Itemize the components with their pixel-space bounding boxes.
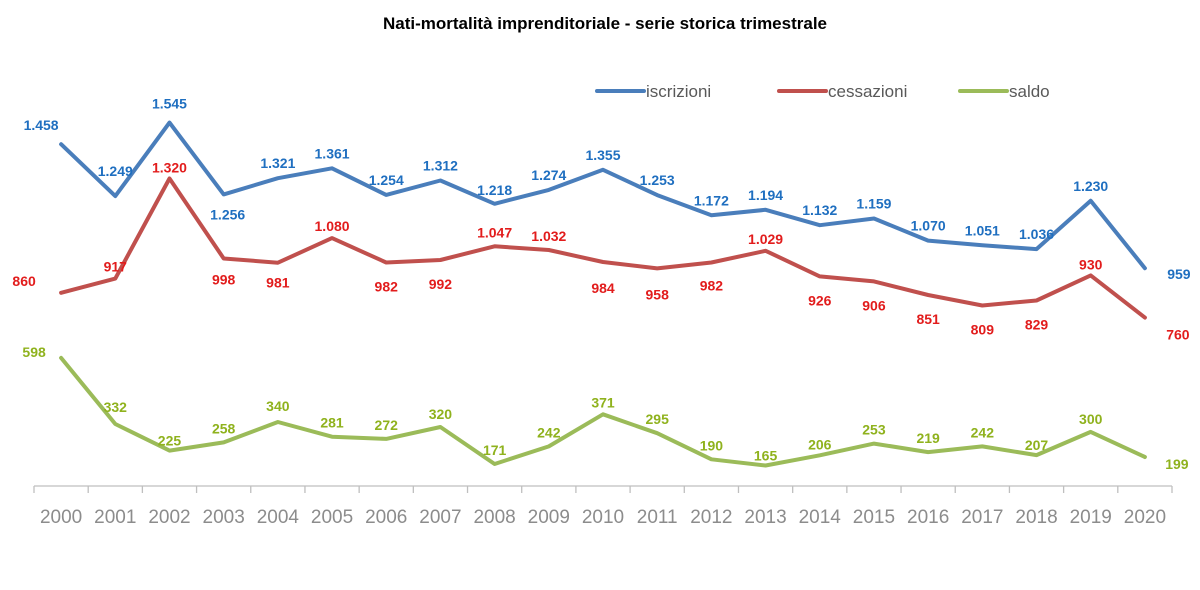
data-label-iscrizioni-2014: 1.132 xyxy=(802,202,837,218)
data-label-iscrizioni-2011: 1.253 xyxy=(640,172,675,188)
x-tick-label-2006: 2006 xyxy=(365,507,407,528)
data-label-iscrizioni-2010: 1.355 xyxy=(585,147,620,163)
data-label-saldo-2016: 219 xyxy=(916,430,940,446)
x-tick-label-2003: 2003 xyxy=(203,507,245,528)
data-label-iscrizioni-2005: 1.361 xyxy=(315,145,350,161)
data-label-saldo-2001: 332 xyxy=(104,399,128,415)
data-label-cessazioni-2008: 1.047 xyxy=(477,224,512,240)
x-tick-label-2004: 2004 xyxy=(257,507,300,528)
data-label-cessazioni-2019: 930 xyxy=(1079,256,1103,272)
data-label-cessazioni-2017: 809 xyxy=(971,321,995,337)
data-label-cessazioni-2013: 1.029 xyxy=(748,231,783,247)
data-label-iscrizioni-2007: 1.312 xyxy=(423,157,458,173)
data-label-iscrizioni-2013: 1.194 xyxy=(748,187,783,203)
data-label-saldo-2020: 199 xyxy=(1165,456,1189,472)
data-label-cessazioni-2006: 982 xyxy=(375,278,399,294)
data-label-iscrizioni-2016: 1.070 xyxy=(911,218,946,234)
data-label-cessazioni-2014: 926 xyxy=(808,292,832,308)
data-label-saldo-2004: 340 xyxy=(266,398,290,414)
x-tick-label-2002: 2002 xyxy=(148,507,190,528)
data-label-saldo-2000: 598 xyxy=(22,344,46,360)
data-label-iscrizioni-2018: 1.036 xyxy=(1019,226,1054,242)
data-labels: 1.458 1.249 1.545 1.256 1.321 1.361 1.254 1.312… xyxy=(12,96,1190,472)
data-label-saldo-2011: 295 xyxy=(646,411,670,427)
data-label-cessazioni-2000: 860 xyxy=(12,273,36,289)
data-label-cessazioni-2007: 992 xyxy=(429,276,453,292)
data-label-iscrizioni-2002: 1.545 xyxy=(152,96,187,112)
x-tick-label-2010: 2010 xyxy=(582,507,624,528)
data-label-cessazioni-2002: 1.320 xyxy=(152,159,187,175)
data-label-iscrizioni-2015: 1.159 xyxy=(856,195,891,211)
data-label-saldo-2017: 242 xyxy=(971,424,995,440)
data-label-saldo-2013: 165 xyxy=(754,447,778,463)
data-label-cessazioni-2020: 760 xyxy=(1166,327,1190,343)
x-tick-label-2016: 2016 xyxy=(907,507,949,528)
legend-label-saldo: saldo xyxy=(1009,82,1050,101)
data-label-cessazioni-2010: 984 xyxy=(591,280,615,296)
data-label-saldo-2010: 371 xyxy=(591,394,615,410)
x-tick-label-2000: 2000 xyxy=(40,507,82,528)
x-tick-label-2013: 2013 xyxy=(744,507,786,528)
data-label-cessazioni-2015: 906 xyxy=(862,297,886,313)
x-tick-label-2007: 2007 xyxy=(419,507,461,528)
series-group xyxy=(59,120,1147,468)
data-label-saldo-2018: 207 xyxy=(1025,437,1049,453)
data-label-iscrizioni-2006: 1.254 xyxy=(369,172,404,188)
x-tick-label-2019: 2019 xyxy=(1070,507,1112,528)
data-label-cessazioni-2009: 1.032 xyxy=(531,228,566,244)
data-label-saldo-2009: 242 xyxy=(537,424,561,440)
x-tick-label-2018: 2018 xyxy=(1015,507,1057,528)
data-label-iscrizioni-2017: 1.051 xyxy=(965,222,1000,238)
data-label-cessazioni-2004: 981 xyxy=(266,275,290,291)
data-label-saldo-2012: 190 xyxy=(700,437,724,453)
data-label-saldo-2008: 171 xyxy=(483,442,507,458)
data-label-saldo-2015: 253 xyxy=(862,422,886,438)
x-tick-label-2015: 2015 xyxy=(853,507,895,528)
x-tick-label-2020: 2020 xyxy=(1124,507,1166,528)
x-axis: 2000 2001 2002 2003 2004 2005 2006 2007 2008 2009… xyxy=(33,485,1173,528)
data-label-iscrizioni-2000: 1.458 xyxy=(24,117,59,133)
x-tick-label-2014: 2014 xyxy=(799,507,842,528)
legend-label-cessazioni: cessazioni xyxy=(828,82,907,101)
data-label-cessazioni-2012: 982 xyxy=(700,277,724,293)
data-label-iscrizioni-2012: 1.172 xyxy=(694,192,729,208)
data-label-iscrizioni-2003: 1.256 xyxy=(210,206,245,222)
x-tick-label-2009: 2009 xyxy=(528,507,570,528)
data-label-iscrizioni-2020: 959 xyxy=(1167,266,1191,282)
legend-label-iscrizioni: iscrizioni xyxy=(646,82,711,101)
legend: iscrizioni cessazioni saldo xyxy=(595,82,1050,101)
x-tick-label-2011: 2011 xyxy=(637,507,678,528)
data-label-saldo-2014: 206 xyxy=(808,436,832,452)
data-label-iscrizioni-2019: 1.230 xyxy=(1073,178,1108,194)
data-label-iscrizioni-2001: 1.249 xyxy=(98,163,133,179)
data-label-cessazioni-2005: 1.080 xyxy=(315,218,350,234)
x-tick-label-2017: 2017 xyxy=(961,507,1003,528)
data-label-iscrizioni-2009: 1.274 xyxy=(531,167,566,183)
data-label-cessazioni-2001: 917 xyxy=(104,259,128,275)
data-label-cessazioni-2011: 958 xyxy=(646,286,670,302)
series-line-saldo xyxy=(59,355,1147,468)
data-label-iscrizioni-2004: 1.321 xyxy=(260,155,295,171)
data-label-saldo-2007: 320 xyxy=(429,406,453,422)
x-tick-label-2008: 2008 xyxy=(473,507,515,528)
data-label-saldo-2019: 300 xyxy=(1079,411,1103,427)
x-tick-label-2012: 2012 xyxy=(690,507,732,528)
data-label-saldo-2002: 225 xyxy=(158,433,182,449)
x-tick-label-2005: 2005 xyxy=(311,507,353,528)
data-label-cessazioni-2018: 829 xyxy=(1025,316,1049,332)
data-label-saldo-2006: 272 xyxy=(375,417,399,433)
chart-title: Nati-mortalità imprenditoriale - serie s… xyxy=(383,14,827,33)
series-line-iscrizioni xyxy=(59,120,1147,271)
data-label-cessazioni-2016: 851 xyxy=(916,311,940,327)
data-label-cessazioni-2003: 998 xyxy=(212,271,236,287)
data-label-iscrizioni-2008: 1.218 xyxy=(477,182,512,198)
data-label-saldo-2003: 258 xyxy=(212,420,236,436)
data-label-saldo-2005: 281 xyxy=(320,415,344,431)
x-tick-label-2001: 2001 xyxy=(94,507,136,528)
series-line-cessazioni xyxy=(59,176,1147,320)
